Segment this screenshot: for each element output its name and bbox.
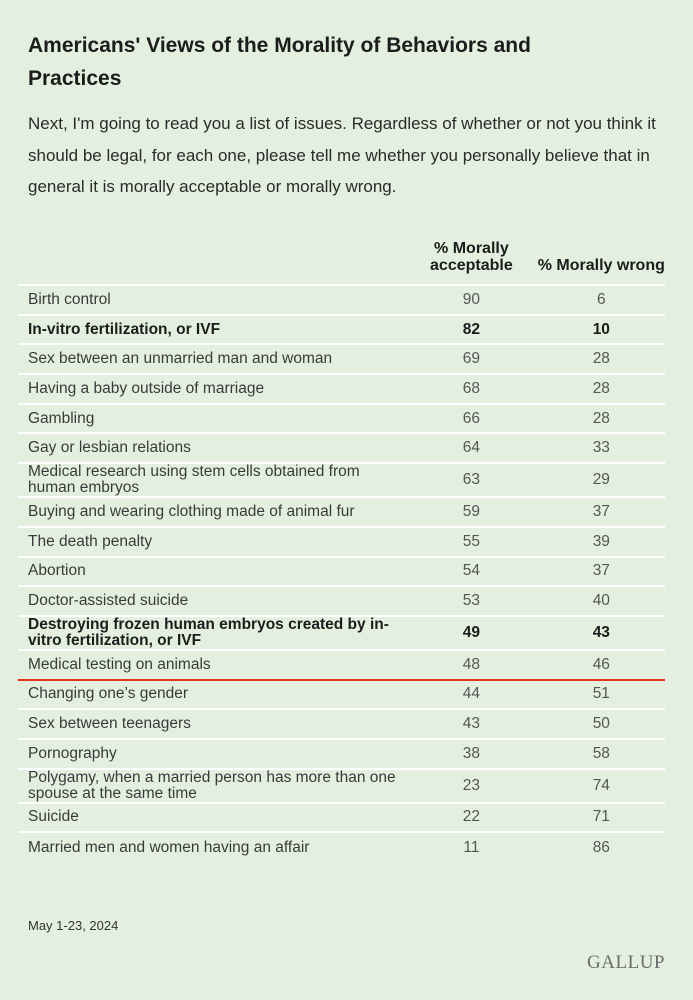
row-label: Having a baby outside of marriage bbox=[18, 373, 406, 404]
wrong-cell: 71 bbox=[537, 801, 665, 833]
acceptable-cell: 23 bbox=[405, 767, 538, 803]
table-row: Sex between an unmarried man and woman 69… bbox=[18, 343, 665, 375]
table-row: Birth control 90 6 bbox=[18, 284, 665, 315]
row-label: The death penalty bbox=[18, 525, 406, 557]
acceptable-cell: 68 bbox=[405, 373, 538, 404]
row-label: In-vitro fertilization, or IVF bbox=[18, 313, 406, 345]
wrong-cell: 39 bbox=[537, 525, 665, 557]
header-row: % Morally acceptable % Morally wrong bbox=[18, 240, 665, 285]
acceptable-cell: 44 bbox=[405, 678, 538, 710]
table-row: Abortion 54 37 bbox=[18, 555, 665, 587]
acceptable-cell: 64 bbox=[405, 432, 538, 464]
wrong-cell: 51 bbox=[537, 678, 665, 710]
wrong-cell: 37 bbox=[537, 496, 665, 527]
table: % Morally acceptable % Morally wrong Bir… bbox=[18, 240, 665, 862]
wrong-cell: 46 bbox=[537, 648, 665, 681]
row-label: Polygamy, when a married person has more… bbox=[18, 767, 406, 803]
wrong-cell: 86 bbox=[537, 831, 665, 862]
wrong-cell: 37 bbox=[537, 555, 665, 587]
table-row: Married men and women having an affair 11… bbox=[18, 831, 665, 862]
table-row: Medical testing on animals 48 46 bbox=[18, 648, 665, 681]
wrong-cell: 10 bbox=[537, 313, 665, 345]
wrong-cell: 33 bbox=[537, 432, 665, 464]
table-row: Medical research using stem cells obtain… bbox=[18, 462, 665, 498]
acceptable-cell: 59 bbox=[405, 496, 538, 527]
header-cell: % Morally acceptable bbox=[430, 240, 513, 274]
row-label: Medical research using stem cells obtain… bbox=[18, 462, 406, 498]
wrong-cell: 6 bbox=[537, 284, 665, 315]
wrong-cell: 58 bbox=[537, 737, 665, 769]
row-label: Pornography bbox=[18, 737, 406, 769]
wrong-cell: 28 bbox=[537, 373, 665, 404]
table-row: Gambling 66 28 bbox=[18, 402, 665, 434]
acceptable-cell: 66 bbox=[405, 402, 538, 434]
table-row: Destroying frozen human embryos created … bbox=[18, 614, 665, 650]
table-row: The death penalty 55 39 bbox=[18, 525, 665, 557]
acceptable-cell: 48 bbox=[405, 648, 538, 681]
acceptable-cell: 53 bbox=[405, 585, 538, 616]
table-row: Pornography 38 58 bbox=[18, 737, 665, 769]
acceptable-cell: 49 bbox=[405, 614, 538, 650]
header-cell: % Morally wrong bbox=[537, 257, 665, 274]
acceptable-cell: 11 bbox=[405, 831, 538, 862]
wrong-cell: 29 bbox=[537, 462, 665, 498]
row-label: Sex between an unmarried man and woman bbox=[18, 343, 406, 375]
wrong-cell: 43 bbox=[537, 614, 665, 650]
row-label: Suicide bbox=[18, 801, 406, 833]
wrong-cell: 40 bbox=[537, 585, 665, 616]
row-label: Buying and wearing clothing made of anim… bbox=[18, 496, 406, 527]
table-row: Doctor-assisted suicide 53 40 bbox=[18, 585, 665, 616]
table-row: Polygamy, when a married person has more… bbox=[18, 767, 665, 803]
acceptable-cell: 54 bbox=[405, 555, 538, 587]
acceptable-cell: 69 bbox=[405, 343, 538, 375]
acceptable-cell: 90 bbox=[405, 284, 538, 315]
wrong-cell: 28 bbox=[537, 343, 665, 375]
row-label: Doctor-assisted suicide bbox=[18, 585, 406, 616]
row-label: Abortion bbox=[18, 555, 406, 587]
wrong-cell: 74 bbox=[537, 767, 665, 803]
row-label: Birth control bbox=[18, 284, 406, 315]
row-label: Gay or lesbian relations bbox=[18, 432, 406, 464]
wrong-cell: 28 bbox=[537, 402, 665, 434]
table-row: Sex between teenagers 43 50 bbox=[18, 708, 665, 739]
acceptable-cell: 22 bbox=[405, 801, 538, 833]
footnote: May 1-23, 2024 bbox=[28, 918, 119, 933]
title: Americans' Views of the Morality of Beha… bbox=[28, 34, 531, 90]
logo: GALLUP bbox=[587, 952, 665, 973]
acceptable-cell: 43 bbox=[405, 708, 538, 739]
row-label: Medical testing on animals bbox=[18, 648, 406, 681]
acceptable-cell: 55 bbox=[405, 525, 538, 557]
table-row: Suicide 22 71 bbox=[18, 801, 665, 833]
subtitle: Next, I'm going to read you a list of is… bbox=[28, 114, 656, 196]
acceptable-cell: 63 bbox=[405, 462, 538, 498]
header-cell bbox=[18, 240, 405, 285]
table-body: Birth control 90 6 In-vitro fertilization, … bbox=[18, 284, 665, 862]
table-row: Buying and wearing clothing made of anim… bbox=[18, 496, 665, 527]
row-label: Destroying frozen human embryos created … bbox=[18, 614, 406, 650]
table-row: Gay or lesbian relations 64 33 bbox=[18, 432, 665, 464]
row-label: Changing one’s gender bbox=[18, 678, 406, 710]
acceptable-cell: 38 bbox=[405, 737, 538, 769]
row-label: Sex between teenagers bbox=[18, 708, 406, 739]
table-row: Having a baby outside of marriage 68 28 bbox=[18, 373, 665, 404]
table-row: In-vitro fertilization, or IVF 82 10 bbox=[18, 313, 665, 345]
wrong-cell: 50 bbox=[537, 708, 665, 739]
acceptable-cell: 82 bbox=[405, 313, 538, 345]
table-row: Changing one’s gender 44 51 bbox=[18, 678, 665, 710]
row-label: Married men and women having an affair bbox=[18, 831, 406, 862]
row-label: Gambling bbox=[18, 402, 406, 434]
